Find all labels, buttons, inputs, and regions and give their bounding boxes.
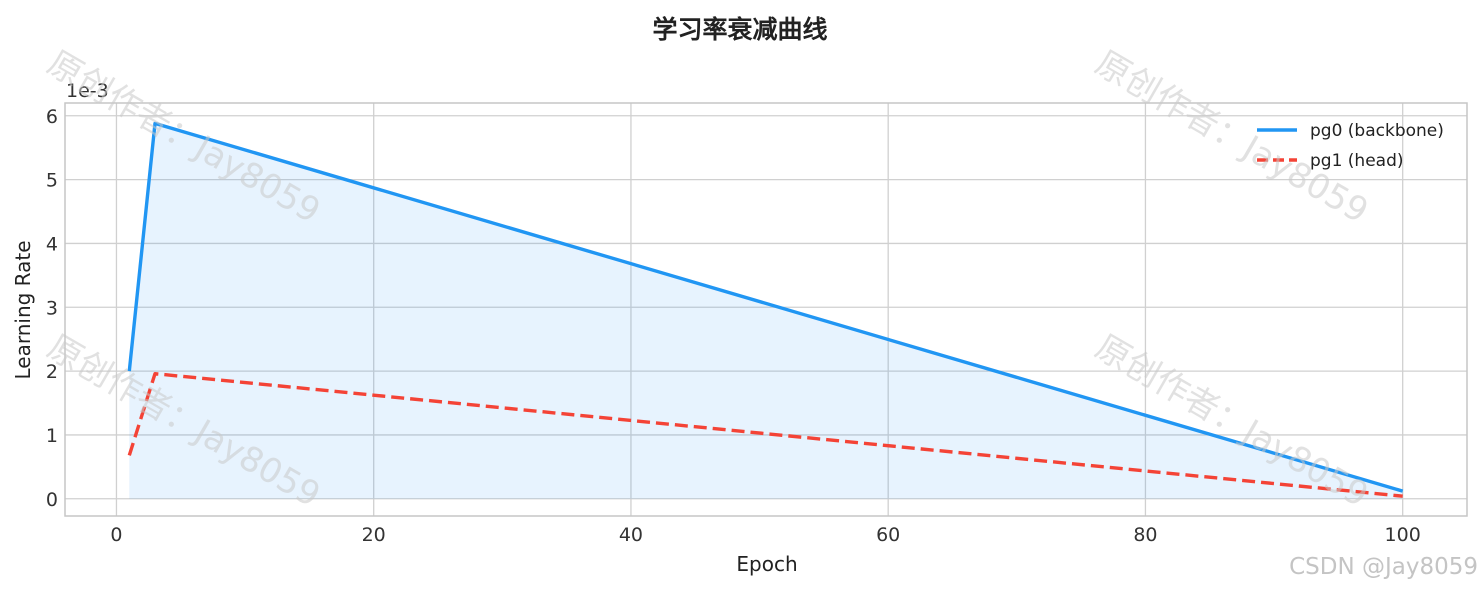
y-tick-label: 5 [46, 170, 58, 192]
y-tick-label: 4 [46, 233, 58, 255]
series-layer [127, 121, 1404, 499]
y-tick-label: 3 [46, 297, 58, 319]
y-axis-label: Learning Rate [11, 240, 35, 379]
x-tick-label: 0 [110, 524, 122, 546]
x-tick-label: 80 [1133, 524, 1157, 546]
y-tick-label: 0 [46, 489, 58, 511]
y-tick-label: 1 [46, 425, 58, 447]
x-tick-label: 20 [362, 524, 386, 546]
x-tick-label: 40 [619, 524, 643, 546]
x-axis-label: Epoch [736, 552, 797, 576]
plot-frame [64, 102, 1468, 517]
series-fill-0 [129, 123, 1403, 499]
series-line-1 [127, 372, 1403, 498]
legend-label-1: pg1 (head) [1310, 151, 1404, 171]
legend: pg0 (backbone) pg1 (head) [1257, 121, 1444, 171]
legend-label-0: pg0 (backbone) [1310, 121, 1444, 141]
y-tick-label: 6 [46, 106, 58, 128]
y-tick-label: 2 [46, 361, 58, 383]
x-tick-label: 60 [876, 524, 900, 546]
series-line-0 [127, 121, 1404, 493]
chart-title: 学习率衰减曲线 [652, 15, 827, 44]
csdn-credit-watermark: CSDN @Jay8059 [1289, 554, 1478, 580]
tick-labels: 0 20 40 60 80 100 0 1 2 3 4 5 6 [46, 106, 1421, 546]
grid-lines [65, 103, 1467, 516]
y-scale-label: 1e-3 [66, 80, 109, 102]
x-tick-label: 100 [1385, 524, 1421, 546]
